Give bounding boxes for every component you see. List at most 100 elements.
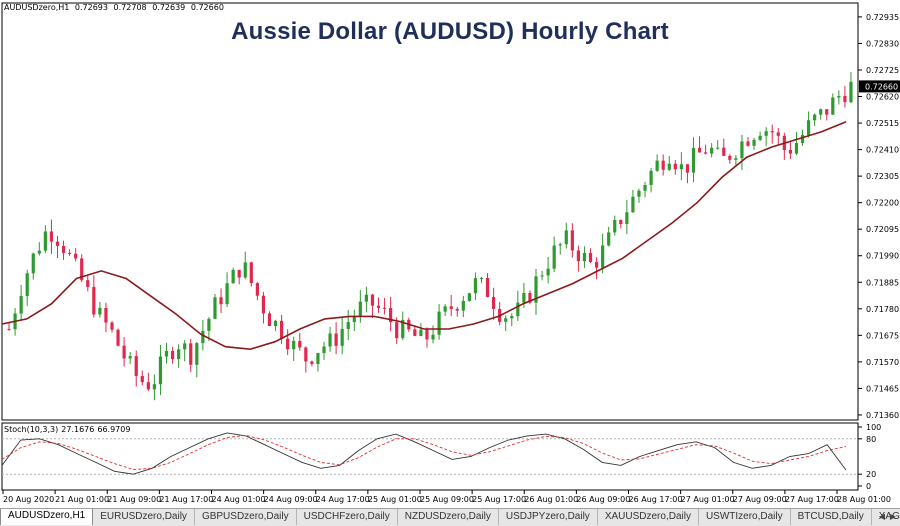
candle-body (322, 346, 326, 354)
tab-audusd-h1[interactable]: AUDUSDzero,H1 (0, 509, 94, 525)
candle-body (582, 253, 587, 262)
x-tick-label: 25 Aug 17:00 (472, 495, 526, 504)
candle-body (461, 300, 465, 311)
candle-body (213, 297, 217, 319)
tab-scroll-right-icon[interactable]: ▶ (889, 512, 897, 521)
candle-body (655, 160, 659, 171)
candle-body (334, 333, 338, 346)
candle-body (201, 330, 205, 344)
candle-body (104, 307, 108, 323)
candle-body (273, 320, 278, 327)
candle-body (158, 356, 163, 385)
high-price: 0.72708 (113, 3, 147, 12)
candle-body (55, 241, 60, 246)
candle-body (673, 163, 677, 170)
candle-body (352, 315, 356, 323)
candle-body (516, 302, 520, 317)
y-tick-label: 0.71360 (866, 411, 899, 420)
candle-body (419, 329, 423, 336)
candle-body (825, 109, 829, 115)
candle-body (146, 382, 150, 390)
candle-body (122, 345, 126, 359)
candle-body (697, 147, 702, 153)
candle-body (522, 293, 526, 303)
candle-body (292, 340, 296, 350)
candle-body (128, 356, 132, 359)
candle-body (607, 232, 611, 246)
candle-body (19, 296, 23, 314)
candle-body (649, 170, 653, 186)
oscillator-main-value: 27.1676 (61, 425, 95, 434)
candle-body (86, 280, 90, 287)
y-tick-label: 0.71570 (866, 358, 899, 367)
current-price-label: 0.72660 (865, 82, 898, 91)
candle-body (734, 158, 738, 160)
osc-tick-label: 0 (866, 482, 871, 491)
candle-body (340, 328, 344, 346)
candle-body (552, 245, 556, 269)
candle-body (558, 244, 562, 246)
chart-window[interactable]: 0.72935 0.72830 0.72725 0.72620 0.72515 0.724… (0, 0, 900, 508)
close-price: 0.72660 (190, 3, 224, 12)
y-tick-label: 0.72410 (866, 146, 899, 155)
candle-body (231, 269, 235, 284)
candle-body (770, 131, 774, 133)
candle-body (449, 306, 453, 309)
candle-body (564, 230, 568, 245)
tab-usdchf-daily[interactable]: USDCHFzero,Daily (297, 509, 398, 525)
candle-body (455, 308, 459, 311)
candle-body (346, 322, 350, 329)
candle-body (691, 147, 696, 173)
candle-body (267, 313, 272, 327)
candle-body (788, 149, 792, 154)
price-chart-svg[interactable]: 0.72935 0.72830 0.72725 0.72620 0.72515 0.724… (0, 0, 900, 508)
stochastic-main-line (1, 432, 847, 475)
candle-body (177, 349, 181, 360)
tab-eurusd-daily[interactable]: EURUSDzero,Daily (93, 509, 195, 525)
tab-xauusd-daily[interactable]: XAUUSDzero,Daily (598, 509, 699, 525)
candle-body (255, 283, 259, 296)
candle-body (794, 143, 799, 154)
candle-body (370, 294, 375, 306)
candle-body (510, 316, 514, 319)
x-tick-label: 27 Aug 09:00 (733, 495, 787, 504)
candle-body (43, 231, 47, 251)
candle-body (152, 384, 156, 390)
candle-body (819, 109, 823, 115)
x-tick-label: 27 Aug 01:00 (681, 495, 735, 504)
oscillator-signal-value: 66.9709 (97, 425, 131, 434)
candle-body (110, 322, 114, 330)
y-tick-label: 0.71990 (866, 252, 899, 261)
candle-body (376, 305, 381, 308)
candle-body (207, 318, 211, 331)
y-tick-label: 0.71780 (866, 305, 899, 314)
moving-average-line (1, 121, 847, 351)
oscillator-name: Stoch(10,3,3) (4, 425, 59, 434)
y-tick-label: 0.71675 (866, 331, 899, 340)
y-tick-label: 0.72515 (866, 119, 899, 128)
candle-body (837, 95, 841, 98)
tab-nzdusd-daily[interactable]: NZDUSDzero,Daily (398, 509, 499, 525)
y-tick-label: 0.71465 (866, 384, 899, 393)
candle-body (358, 301, 362, 316)
tab-usdjpy-daily[interactable]: USDJPYzero,Daily (499, 509, 598, 525)
tab-gbpusd-daily[interactable]: GBPUSDzero,Daily (195, 509, 297, 525)
low-price: 0.72639 (152, 3, 186, 12)
candle-body (831, 97, 835, 115)
tab-scroll-left-icon[interactable]: ◀ (878, 512, 886, 521)
y-tick-label: 0.72830 (866, 39, 899, 48)
candle-body (7, 329, 11, 331)
tab-uswti-daily[interactable]: USWTIzero,Daily (699, 509, 791, 525)
candle-body (431, 334, 435, 340)
candle-body (601, 245, 605, 268)
tab-xagusd[interactable]: XAGUSD (872, 509, 900, 525)
y-tick-label: 0.72725 (866, 66, 899, 75)
tab-btcusd-daily[interactable]: BTCUSD,Daily (791, 509, 872, 525)
x-tick-label: 26 Aug 09:00 (576, 495, 630, 504)
osc-tick-label: 100 (866, 423, 881, 432)
candle-body (219, 297, 223, 305)
candle-body (740, 141, 744, 159)
candle-body (425, 329, 429, 340)
candle-body (316, 353, 320, 365)
candle-body (528, 293, 532, 303)
